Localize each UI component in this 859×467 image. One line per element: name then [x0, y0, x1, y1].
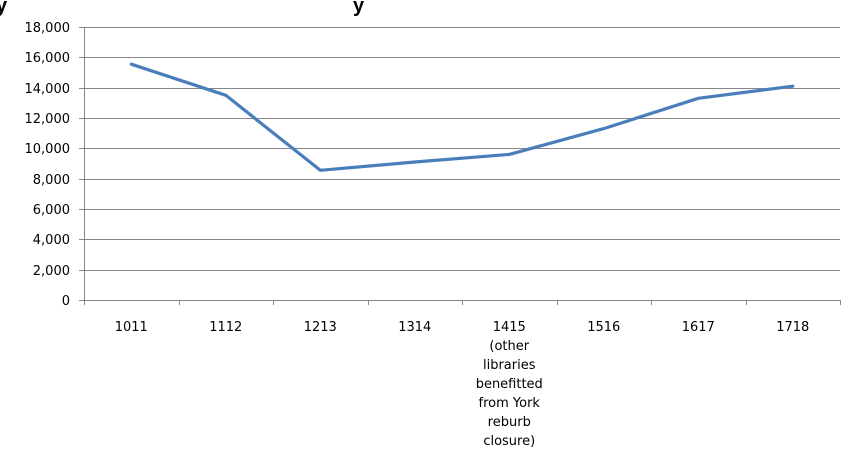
x-tick-label: 1314 — [398, 320, 431, 335]
y-tick-label: 14,000 — [25, 82, 71, 97]
x-tick-label: 1718 — [776, 320, 809, 335]
y-axis-tick-labels: 0 2,000 4,000 6,000 8,000 10,000 12,000 14,000 1… — [25, 21, 71, 309]
axes — [79, 27, 841, 305]
x-tick-label: 1415 (other libraries benefitted from York re… — [476, 320, 543, 449]
y-tick-label: 10,000 — [25, 142, 71, 157]
y-tick-label: 4,000 — [33, 233, 70, 248]
y-tick-label: 12,000 — [25, 112, 71, 127]
y-tick-label: 6,000 — [33, 203, 70, 218]
x-tick-label: 1112 — [209, 320, 242, 335]
title-fragment-left: y — [0, 0, 8, 17]
y-tick-label: 8,000 — [33, 173, 70, 188]
x-tick-label: 1516 — [587, 320, 620, 335]
y-tick-label: 0 — [62, 294, 70, 309]
title-fragment-right: y — [353, 0, 365, 17]
series-group — [129, 62, 795, 172]
x-tick-label: 1011 — [115, 320, 148, 335]
gridlines — [84, 27, 840, 271]
y-tick-label: 18,000 — [25, 21, 71, 36]
x-axis-tick-labels: 1011 1112 1213 1314 1415 (other libraries benef… — [115, 320, 810, 449]
x-tick-label: 1617 — [682, 320, 715, 335]
x-tick-label: 1213 — [304, 320, 337, 335]
y-tick-label: 2,000 — [33, 264, 70, 279]
y-tick-label: 16,000 — [25, 51, 71, 66]
series-line — [129, 62, 795, 172]
